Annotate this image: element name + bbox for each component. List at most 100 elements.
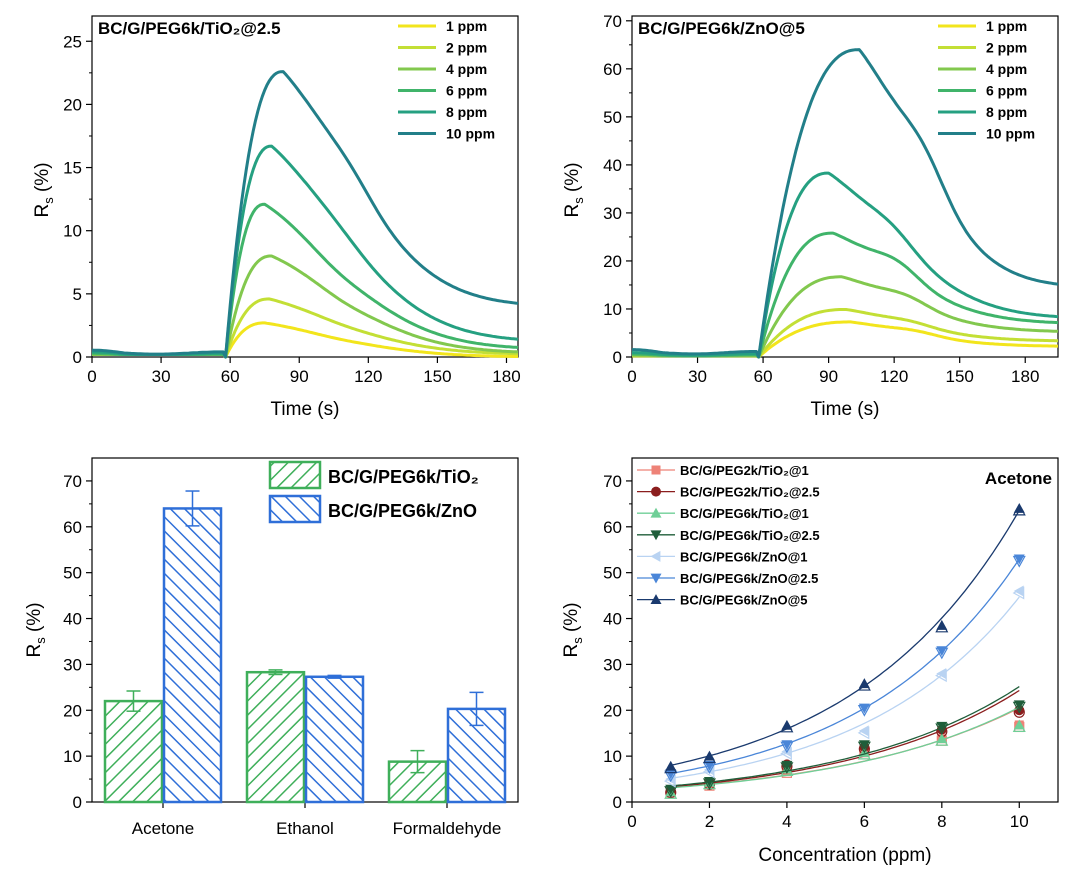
panel-bottom-right-xtick-label: 8 [937, 812, 946, 831]
panel-bottom-right-xlabel: Concentration (ppm) [758, 845, 931, 866]
panel-top-right-xtick-label: 60 [754, 367, 773, 386]
panel-bottom-right-point-marker [858, 725, 869, 737]
panel-bottom-right-ytick-label: 30 [603, 655, 622, 674]
panel-bottom-right-legend-label: BC/G/PEG6k/ZnO@1 [680, 549, 808, 564]
panel-bottom-right-legend-label: BC/G/PEG6k/ZnO@5 [680, 593, 808, 608]
panel-bottom-right-legend-label: BC/G/PEG2k/TiO₂@2.5 [680, 485, 820, 500]
panel-top-right-plot-frame [631, 15, 1059, 358]
panel-top-right-xtick-label: 0 [627, 367, 636, 386]
panel-bottom-right-point-marker [663, 774, 676, 788]
panel-top-right-xtick-label: 150 [946, 367, 974, 386]
panel-top-right-ytick-label: 70 [603, 12, 622, 31]
panel-bottom-left-bar [245, 670, 306, 804]
panel-bottom-right-point-marker [1012, 701, 1026, 714]
panel-bottom-right-point-marker [702, 778, 716, 791]
panel-bottom-right-legend-label: BC/G/PEG6k/ZnO@2.5 [680, 571, 818, 586]
panel-top-right-ytick-label: 20 [603, 252, 622, 271]
panel-bottom-right-point-marker [650, 573, 662, 584]
panel-top-right-series-line [632, 48, 1059, 359]
panel-bottom-right-point-marker [935, 669, 947, 683]
panel-bottom-right-point-marker [664, 786, 678, 798]
panel-bottom-right-ytick-label: 10 [603, 747, 622, 766]
panel-bottom-right-point-marker [650, 594, 662, 604]
panel-top-left-plot-frame [91, 15, 519, 358]
panel-bottom-right-fit-line [670, 558, 1020, 775]
panel-bottom-right-point-marker [780, 720, 794, 733]
panel-bottom-right-fit-line [670, 596, 1020, 779]
panel-top-left-xtick-label: 120 [354, 367, 382, 386]
panel-bottom-right-point-marker [935, 647, 949, 660]
panel-bottom-left-ytick-label: 40 [63, 610, 82, 629]
panel-top-left-xtick-label: 180 [492, 367, 520, 386]
panel-bottom-right-point-marker [1012, 503, 1026, 516]
panel-top-left-xtick-label: 30 [152, 367, 171, 386]
panel-top-left-ytick-label: 0 [73, 348, 82, 367]
panel-top-right-ytick-label: 10 [603, 300, 622, 319]
panel-top-left-xtick-label: 90 [290, 367, 309, 386]
panel-top-left-legend-label: 1 ppm [446, 18, 487, 34]
panel-top-left-ytick-label: 25 [63, 32, 82, 51]
panel-bottom-right-point-marker [702, 751, 716, 764]
panel-bottom-right-point-marker [650, 530, 662, 541]
panel-top-right-xlabel: Time (s) [811, 399, 880, 420]
panel-bottom-right-ytick-label: 40 [603, 610, 622, 629]
panel-bottom-right-point-marker [650, 550, 661, 562]
panel-bottom-right-point-marker [857, 747, 871, 760]
panel-top-left-xtick-label: 150 [423, 367, 451, 386]
panel-bottom-right-point-marker [780, 762, 794, 775]
panel-top-left-ytick-label: 15 [63, 159, 82, 178]
panel-top-right-legend-label: 4 ppm [986, 61, 1027, 77]
panel-top-left-legend-label: 2 ppm [446, 40, 487, 56]
panel-bottom-right-fit-line [670, 509, 1020, 766]
panel-bottom-right-xtick-label: 6 [860, 812, 869, 831]
panel-top-left-title: BC/G/PEG6k/TiO₂@2.5 [98, 19, 281, 38]
panel-bottom-right-fit-line [670, 706, 1020, 789]
panel-bottom-right-point-marker [1013, 585, 1024, 597]
panel-bottom-right-chart: Acetone Concentration (ppm) Rs (%) 01020… [561, 457, 1059, 866]
panel-bottom-right-xtick-label: 2 [705, 812, 714, 831]
panel-bottom-left-category-label: Formaldehyde [393, 819, 502, 838]
panel-bottom-right-ylabel: Rs (%) [561, 602, 585, 657]
panel-top-right-ytick-label: 0 [613, 348, 622, 367]
panel-bottom-right-point-marker [857, 678, 871, 691]
panel-top-left-xtick-label: 0 [87, 367, 96, 386]
panel-bottom-right-point-marker [1012, 720, 1026, 732]
panel-bottom-right-point-marker [935, 723, 949, 736]
panel-bottom-right-point-marker [664, 761, 678, 774]
panel-top-left-legend-label: 6 ppm [446, 83, 487, 99]
panel-bottom-left-legend-swatch [268, 460, 322, 490]
panel-bottom-left-ytick-label: 0 [73, 793, 82, 812]
panel-bottom-left-category-label: Acetone [132, 819, 194, 838]
panel-top-right-ytick-label: 50 [603, 108, 622, 127]
panel-bottom-right-fit-line [670, 689, 1020, 788]
panel-bottom-right-plot-frame [631, 457, 1059, 803]
panel-top-left-ytick-label: 20 [63, 95, 82, 114]
panel-top-right-ylabel: Rs (%) [562, 162, 586, 217]
panel-bottom-left-legend-label: BC/G/PEG6k/TiO₂ [328, 467, 479, 487]
panel-top-right-ytick-label: 30 [603, 204, 622, 223]
panel-top-right-legend-label: 1 ppm [986, 18, 1027, 34]
panel-top-right-xtick-label: 30 [688, 367, 707, 386]
panel-top-left-chart: BC/G/PEG6k/TiO₂@2.5 Time (s) Rs (%) 0 5 10… [32, 15, 521, 420]
panel-top-left-series-line [92, 202, 519, 359]
panel-top-right-legend-label: 6 ppm [986, 83, 1027, 99]
panel-top-left-legend-label: 10 ppm [446, 126, 495, 142]
panel-bottom-left-bar [304, 675, 365, 804]
panel-top-left-xtick-label: 60 [221, 367, 240, 386]
panel-top-left-legend-label: 4 ppm [446, 61, 487, 77]
panel-bottom-right-point-marker [857, 704, 871, 717]
panel-bottom-right-point-marker [664, 787, 678, 799]
panel-bottom-right-ytick-label: 20 [603, 701, 622, 720]
panel-top-right-legend-label: 10 ppm [986, 126, 1035, 142]
panel-top-left-ytick-label: 5 [73, 285, 82, 304]
panel-bottom-right-legend-label: BC/G/PEG2k/TiO₂@1 [680, 463, 809, 478]
panel-bottom-left-ytick-label: 30 [63, 655, 82, 674]
panel-top-left-xlabel: Time (s) [271, 399, 340, 420]
panel-bottom-right-point-marker [1012, 555, 1026, 568]
panel-bottom-left-ytick-label: 50 [63, 564, 82, 583]
panel-bottom-right-fit-line [670, 686, 1020, 787]
panel-top-right-legend-label: 2 ppm [986, 40, 1027, 56]
panel-bottom-left-ytick-label: 60 [63, 518, 82, 537]
panel-top-right-xtick-label: 90 [819, 367, 838, 386]
